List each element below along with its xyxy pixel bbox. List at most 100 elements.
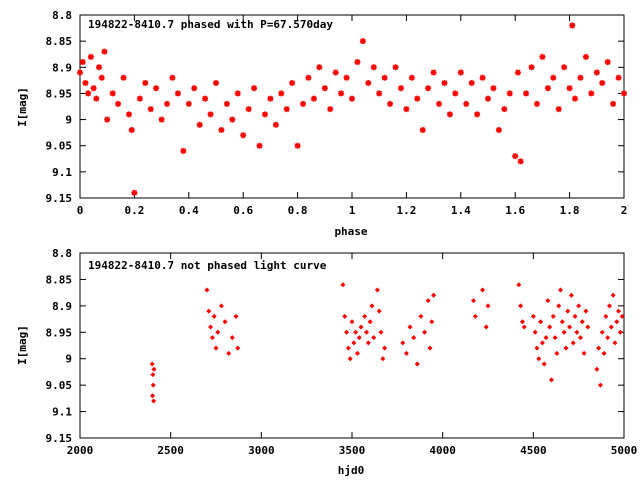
data-point-phased (196, 121, 203, 128)
data-point-unphased (530, 313, 536, 319)
data-point-unphased (617, 329, 623, 335)
data-point-phased (550, 74, 557, 81)
data-point-unphased (585, 324, 591, 330)
data-point-unphased (358, 324, 364, 330)
data-point-unphased (532, 329, 538, 335)
data-point-phased (207, 111, 214, 118)
data-point-unphased (619, 313, 625, 319)
phased-light-curve-panel: 194822-8410.7 phased with P=67.570day ph… (16, 9, 627, 238)
data-point-phased (147, 106, 154, 113)
data-point-phased (381, 74, 388, 81)
plot-frame-unphased (79, 252, 625, 439)
data-point-phased (569, 22, 576, 29)
data-point-phased (321, 85, 328, 92)
data-points-unphased (149, 282, 625, 404)
data-point-phased (245, 106, 252, 113)
data-point-unphased (233, 313, 239, 319)
data-point-unphased (563, 345, 569, 351)
data-point-phased (392, 64, 399, 71)
data-point-phased (485, 95, 491, 102)
data-point-unphased (516, 282, 522, 288)
data-point-unphased (581, 350, 587, 356)
data-point-phased (593, 69, 600, 76)
data-point-phased (555, 106, 562, 113)
data-point-phased (294, 142, 301, 149)
data-point-unphased (608, 324, 614, 330)
data-point-phased (561, 64, 568, 71)
y-axis-label-unphased: I[mag] (16, 325, 29, 365)
plot-title-phased: 194822-8410.7 phased with P=67.570day (88, 18, 333, 31)
data-point-unphased (151, 398, 157, 404)
data-point-unphased (601, 350, 607, 356)
data-point-phased (104, 116, 111, 123)
data-point-unphased (561, 329, 567, 335)
data-point-phased (397, 85, 404, 92)
data-point-phased (90, 85, 97, 92)
data-point-unphased (594, 366, 600, 372)
data-point-phased (370, 64, 377, 71)
data-point-unphased (543, 335, 549, 341)
y-tick-label: 9.1 (52, 406, 72, 419)
data-point-unphased (356, 335, 362, 341)
data-point-phased (283, 106, 290, 113)
data-point-phased (316, 64, 323, 71)
x-tick-label: 0 (77, 204, 84, 217)
data-point-unphased (422, 329, 428, 335)
data-point-phased (98, 74, 105, 81)
data-point-phased (517, 158, 524, 165)
data-point-unphased (472, 313, 478, 319)
data-point-unphased (485, 303, 491, 309)
data-point-phased (213, 79, 219, 86)
data-point-phased (128, 127, 135, 134)
data-point-unphased (351, 340, 357, 346)
data-point-phased (419, 127, 426, 134)
data-point-phased (278, 90, 285, 97)
data-point-phased (202, 95, 209, 102)
data-point-phased (408, 74, 415, 81)
x-tick-label: 2500 (157, 444, 184, 457)
data-point-phased (136, 95, 143, 102)
data-point-phased (131, 189, 138, 196)
data-point-unphased (605, 335, 611, 341)
data-point-unphased (411, 335, 417, 341)
data-point-unphased (353, 329, 359, 335)
data-point-unphased (614, 319, 620, 325)
data-point-unphased (541, 361, 547, 367)
data-point-unphased (215, 329, 221, 335)
data-point-unphased (550, 313, 556, 319)
data-point-phased (87, 53, 94, 60)
y-axis-label-phased: I[mag] (16, 87, 29, 127)
data-point-unphased (218, 303, 224, 309)
data-point-unphased (536, 356, 542, 362)
data-point-phased (506, 90, 513, 97)
data-point-unphased (150, 382, 156, 388)
y-tick-label: 9.1 (52, 166, 72, 179)
data-point-phased (142, 79, 149, 86)
x-tick-label: 2000 (67, 444, 94, 457)
data-point-phased (514, 69, 521, 76)
data-point-unphased (568, 292, 574, 298)
data-point-unphased (347, 356, 353, 362)
x-tick-label: 0.8 (288, 204, 308, 217)
data-point-unphased (382, 345, 388, 351)
data-point-unphased (480, 287, 486, 293)
data-point-unphased (518, 303, 524, 309)
data-point-phased (528, 64, 535, 71)
x-tick-label: 3000 (248, 444, 275, 457)
data-point-phased (180, 147, 187, 154)
y-tick-label: 8.85 (46, 35, 73, 48)
data-point-unphased (606, 303, 612, 309)
data-point-phased (327, 106, 334, 113)
data-point-unphased (612, 340, 618, 346)
y-tick-label: 9 (65, 114, 72, 127)
data-point-phased (376, 90, 383, 97)
data-point-unphased (577, 335, 583, 341)
x-tick-label: 1.2 (396, 204, 416, 217)
plot-frame-phased (79, 14, 625, 199)
data-point-phased (523, 90, 530, 97)
data-point-unphased (364, 329, 370, 335)
data-point-phased (256, 142, 263, 149)
data-point-phased (512, 153, 519, 160)
data-point-phased (414, 95, 421, 102)
data-point-phased (191, 85, 198, 92)
